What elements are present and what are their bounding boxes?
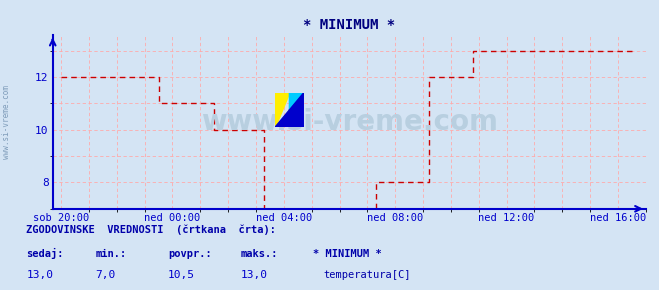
Polygon shape (275, 93, 289, 127)
Title: * MINIMUM *: * MINIMUM * (303, 18, 395, 32)
Text: * MINIMUM *: * MINIMUM * (313, 249, 382, 259)
Text: povpr.:: povpr.: (168, 249, 212, 259)
Text: temperatura[C]: temperatura[C] (323, 270, 411, 280)
Text: min.:: min.: (96, 249, 127, 259)
Text: maks.:: maks.: (241, 249, 278, 259)
Text: www.si-vreme.com: www.si-vreme.com (2, 85, 11, 159)
Text: 7,0: 7,0 (96, 270, 116, 280)
Polygon shape (275, 110, 304, 127)
Text: 13,0: 13,0 (241, 270, 268, 280)
Text: sedaj:: sedaj: (26, 248, 64, 259)
Text: 10,5: 10,5 (168, 270, 195, 280)
Text: ZGODOVINSKE  VREDNOSTI  (črtkana  črta):: ZGODOVINSKE VREDNOSTI (črtkana črta): (26, 225, 276, 235)
Polygon shape (289, 93, 304, 110)
Polygon shape (289, 93, 304, 127)
Text: 13,0: 13,0 (26, 270, 53, 280)
Text: www.si-vreme.com: www.si-vreme.com (201, 108, 498, 136)
